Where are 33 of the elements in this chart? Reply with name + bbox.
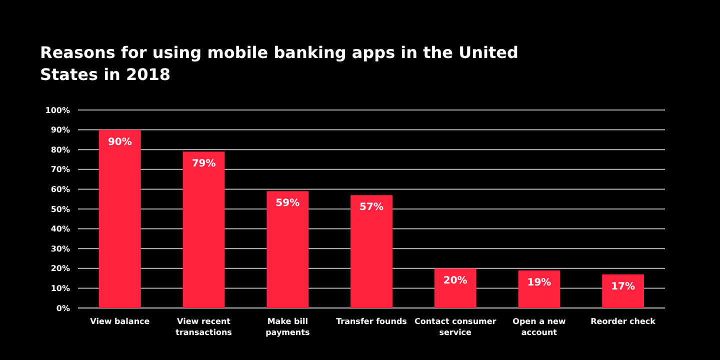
y-tick-label: 60% [50, 185, 70, 194]
bar [266, 191, 309, 308]
x-tick-label: Make bill payments [266, 317, 310, 337]
x-tick-label: Contact consumer service [414, 317, 496, 337]
data-label: 79% [192, 158, 216, 170]
chart-title: Reasons for using mobile banking apps in the United States in 2018 [40, 43, 518, 84]
x-tick-label: View balance [90, 317, 150, 326]
data-label: 20% [443, 275, 468, 286]
x-tick-label: Open a new account [512, 317, 566, 337]
data-label: 57% [360, 202, 384, 214]
y-tick-label: 50% [50, 204, 70, 214]
y-tick-label: 100% [45, 106, 70, 115]
bar [98, 130, 141, 308]
y-tick-label: 90% [50, 126, 70, 135]
y-tick-label: 10% [50, 284, 70, 293]
data-label: 17% [611, 281, 636, 292]
x-tick-label: Reorder check [590, 317, 656, 326]
y-tick-label: 30% [50, 244, 70, 254]
bar [602, 274, 644, 308]
y-tick-label: 20% [50, 264, 70, 274]
data-label: 90% [108, 136, 132, 148]
y-tick-label: 70% [50, 165, 70, 174]
x-tick-label: Transfer founds [336, 317, 408, 326]
bar [350, 195, 392, 308]
data-label: 59% [276, 198, 300, 210]
y-tick-label: 0% [56, 304, 70, 313]
bar [434, 268, 476, 308]
y-tick-label: 40% [50, 224, 70, 234]
bar [182, 152, 225, 308]
bar [518, 270, 560, 308]
x-tick-label: View recent transactions [176, 317, 232, 337]
y-tick-label: 80% [50, 145, 70, 154]
data-label: 19% [527, 277, 552, 288]
